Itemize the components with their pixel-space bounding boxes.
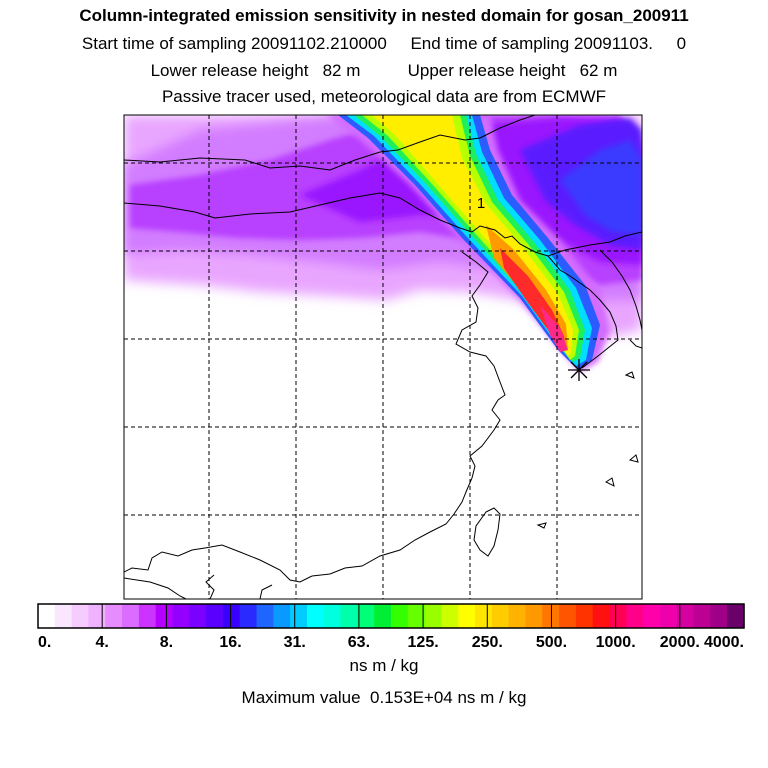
max-value-text: Maximum value 0.153E+04 ns m / kg [241,688,527,707]
colorbar-segment [374,604,392,628]
field-blue [560,140,642,235]
colorbar-segment [458,604,476,628]
colorbar-segment [525,604,543,628]
colorbar-tick-labels: 0. 4. 8. 16. 31. 63. 125. 250. 500. 1000. 2000. 400… [38,634,744,651]
plume-band-pink [540,305,568,352]
colorbar-segment [306,604,325,628]
island-d [605,477,615,487]
colorbar-tick-label: 500. [536,634,567,651]
colorbar-segment [340,604,358,628]
colorbar-segment [676,604,695,628]
colorbar-segment [290,604,308,628]
colorbar-tick-label: 31. [284,634,306,651]
colorbar-segment [475,604,493,628]
colorbar-segment [357,604,375,628]
colorbar-segment [239,604,258,628]
colorbar-tick-label: 63. [348,634,370,651]
border-south-a [124,577,187,599]
colorbar-segment [643,604,661,628]
border-mongolia-south [124,192,473,233]
coast-bohai [311,251,506,577]
colorbar-segment [122,604,140,628]
sampling-time-line: Start time of sampling 20091102.210000 E… [81,34,687,53]
colorbar-tick-label: 125. [408,634,439,651]
colorbar-segment [105,604,123,628]
colorbar-segment [441,604,459,628]
colorbar-segment [189,604,207,628]
sensitivity-field: 1 [124,115,642,599]
colorbar-segment [491,604,510,628]
colorbar-segment [54,604,73,628]
colorbar-segment [407,604,426,628]
colorbar-segment [172,604,190,628]
colorbar-tick-label: 2000. [660,634,700,651]
colorbar-segment [659,604,678,628]
colorbar-segment [256,604,274,628]
coast-japan [629,339,642,349]
colorbar-segment [508,604,527,628]
colorbar-segment [155,604,174,628]
colorbar-tick-label: 4000. [704,634,744,651]
coast-korea-east [599,249,642,331]
island-taiwan [473,507,501,557]
island-c [536,522,547,529]
colorbar-segment [138,604,157,628]
colorbar [37,603,745,629]
colorbar-segment [38,604,56,628]
release-point-icon [568,359,590,381]
colorbar-unit: ns m / kg [349,656,419,675]
colorbar-segment [626,604,644,628]
colorbar-frame [37,603,745,629]
border-mongolia-north [124,115,536,171]
colorbar-tick-label: 250. [472,634,503,651]
colorbar-segment [727,604,745,628]
border-northeast [471,225,642,257]
colorbar-tick-label: 8. [160,634,173,651]
coast-korea [547,255,619,369]
island-a [624,371,635,379]
colorbar-segment [592,604,611,628]
map-label: 1 [477,195,485,212]
colorbar-segment [424,604,443,628]
colorbar-segment [710,604,728,628]
island-b [628,454,639,463]
coastlines [124,115,642,599]
colorbar-segment [391,604,409,628]
colorbar-segment [273,604,291,628]
colorbar-segment [71,604,90,628]
tracer-info-line: Passive tracer used, meteorological data… [161,87,607,106]
chart-title: Column-integrated emission sensitivity i… [79,6,689,25]
colorbar-segment [206,604,224,628]
colorbar-tick-label: 1000. [596,634,636,651]
colorbar-segment [609,604,627,628]
map-frame [123,114,643,600]
colorbar-tick-label: 0. [38,634,51,651]
colorbar-segment [693,604,711,628]
colorbar-segment [575,604,594,628]
colorbar-segment [559,604,577,628]
grid [124,115,642,599]
border-south-c [259,584,273,599]
border-southwest [124,544,313,583]
colorbar-tick-label: 4. [96,634,109,651]
colorbar-segment [222,604,241,628]
colorbar-segment [323,604,342,628]
colorbar-segment [88,604,106,628]
release-height-line: Lower release height 82 m Upper release … [150,61,618,80]
colorbar-tick-label: 16. [219,634,241,651]
border-south-b [205,574,215,599]
